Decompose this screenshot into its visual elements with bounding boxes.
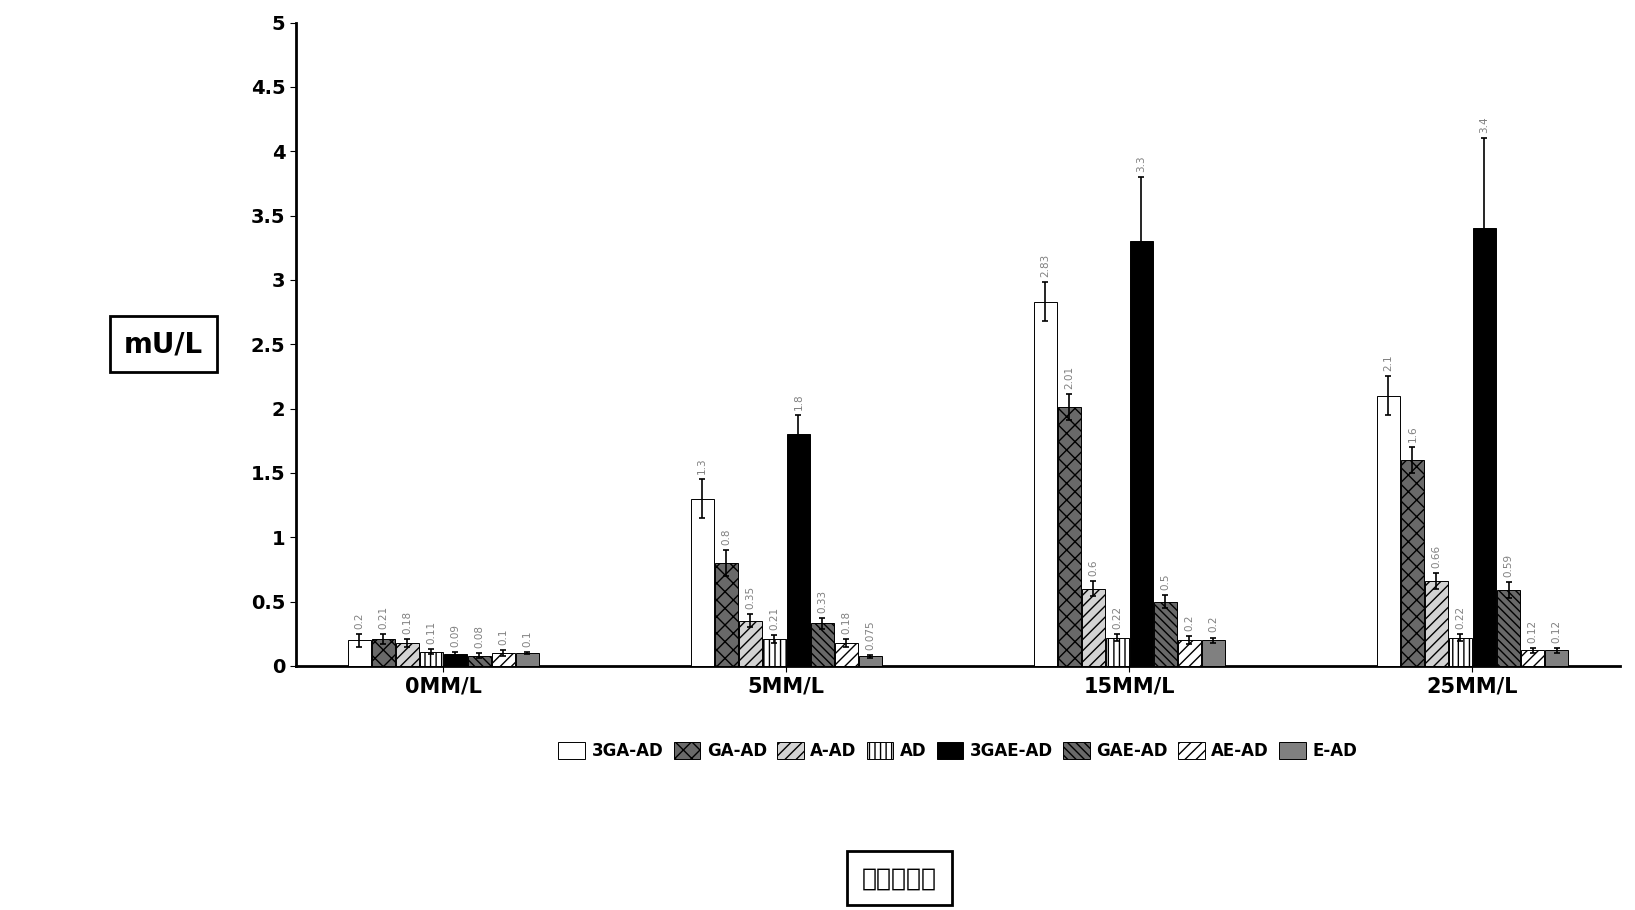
Bar bbox=[1521, 651, 1543, 666]
Text: 0.22: 0.22 bbox=[1455, 605, 1465, 629]
Text: 0.8: 0.8 bbox=[721, 529, 731, 545]
Bar bbox=[786, 434, 809, 666]
Text: mU/L: mU/L bbox=[124, 330, 203, 359]
Bar bbox=[420, 652, 443, 666]
Text: 0.18: 0.18 bbox=[842, 611, 852, 633]
Bar bbox=[1154, 602, 1177, 666]
Text: 0.66: 0.66 bbox=[1432, 545, 1442, 568]
Text: 0.12: 0.12 bbox=[1552, 620, 1561, 642]
Bar bbox=[692, 499, 714, 666]
Text: 0.6: 0.6 bbox=[1089, 560, 1099, 576]
Bar bbox=[1498, 590, 1521, 666]
Text: 0.12: 0.12 bbox=[1527, 620, 1537, 642]
Bar bbox=[492, 653, 515, 666]
Bar bbox=[443, 654, 466, 666]
Bar bbox=[517, 653, 538, 666]
Text: 0.2: 0.2 bbox=[355, 612, 365, 629]
Bar bbox=[1058, 408, 1081, 666]
Text: 0.11: 0.11 bbox=[427, 621, 437, 644]
Bar bbox=[858, 656, 881, 666]
Bar bbox=[1545, 651, 1568, 666]
Bar bbox=[1105, 638, 1128, 666]
Text: 0.5: 0.5 bbox=[1161, 573, 1171, 590]
Bar bbox=[348, 640, 371, 666]
Text: 0.33: 0.33 bbox=[818, 590, 827, 613]
Bar bbox=[1179, 640, 1200, 666]
Bar bbox=[396, 642, 419, 666]
Bar bbox=[811, 623, 834, 666]
Text: 0.09: 0.09 bbox=[450, 623, 461, 647]
Text: 3.4: 3.4 bbox=[1480, 116, 1489, 133]
Bar bbox=[1473, 228, 1496, 666]
Legend: 3GA-AD, GA-AD, A-AD, AD, 3GAE-AD, GAE-AD, AE-AD, E-AD: 3GA-AD, GA-AD, A-AD, AD, 3GAE-AD, GAE-AD… bbox=[551, 735, 1364, 767]
Bar bbox=[1426, 581, 1449, 666]
Text: 0.21: 0.21 bbox=[770, 607, 780, 630]
Bar bbox=[1130, 241, 1153, 666]
Bar bbox=[371, 639, 394, 666]
Bar bbox=[1033, 302, 1056, 666]
Text: 2.01: 2.01 bbox=[1064, 366, 1074, 389]
Text: 0.2: 0.2 bbox=[1208, 616, 1218, 632]
Text: 葡萄糖浓度: 葡萄糖浓度 bbox=[862, 866, 937, 890]
Bar bbox=[1377, 396, 1400, 666]
Bar bbox=[835, 642, 858, 666]
Text: 0.075: 0.075 bbox=[865, 621, 875, 650]
Text: 2.83: 2.83 bbox=[1040, 254, 1050, 278]
Bar bbox=[714, 563, 737, 666]
Text: 0.22: 0.22 bbox=[1112, 605, 1122, 629]
Text: 0.08: 0.08 bbox=[474, 625, 484, 648]
Bar bbox=[1449, 638, 1472, 666]
Text: 1.6: 1.6 bbox=[1408, 425, 1418, 442]
Text: 3.3: 3.3 bbox=[1136, 155, 1146, 172]
Bar bbox=[1082, 589, 1105, 666]
Bar bbox=[1401, 460, 1424, 666]
Text: 0.35: 0.35 bbox=[746, 586, 755, 610]
Text: 0.2: 0.2 bbox=[1184, 614, 1195, 632]
Text: 0.59: 0.59 bbox=[1504, 554, 1514, 577]
Text: 1.3: 1.3 bbox=[697, 458, 708, 474]
Text: 0.21: 0.21 bbox=[378, 605, 387, 629]
Text: 0.1: 0.1 bbox=[499, 629, 508, 645]
Text: 2.1: 2.1 bbox=[1383, 355, 1393, 371]
Bar bbox=[468, 655, 490, 666]
Text: 0.18: 0.18 bbox=[402, 611, 412, 633]
Text: 0.1: 0.1 bbox=[522, 630, 533, 647]
Text: 1.8: 1.8 bbox=[793, 393, 803, 410]
Bar bbox=[764, 639, 786, 666]
Bar bbox=[1202, 640, 1225, 666]
Bar bbox=[739, 621, 762, 666]
